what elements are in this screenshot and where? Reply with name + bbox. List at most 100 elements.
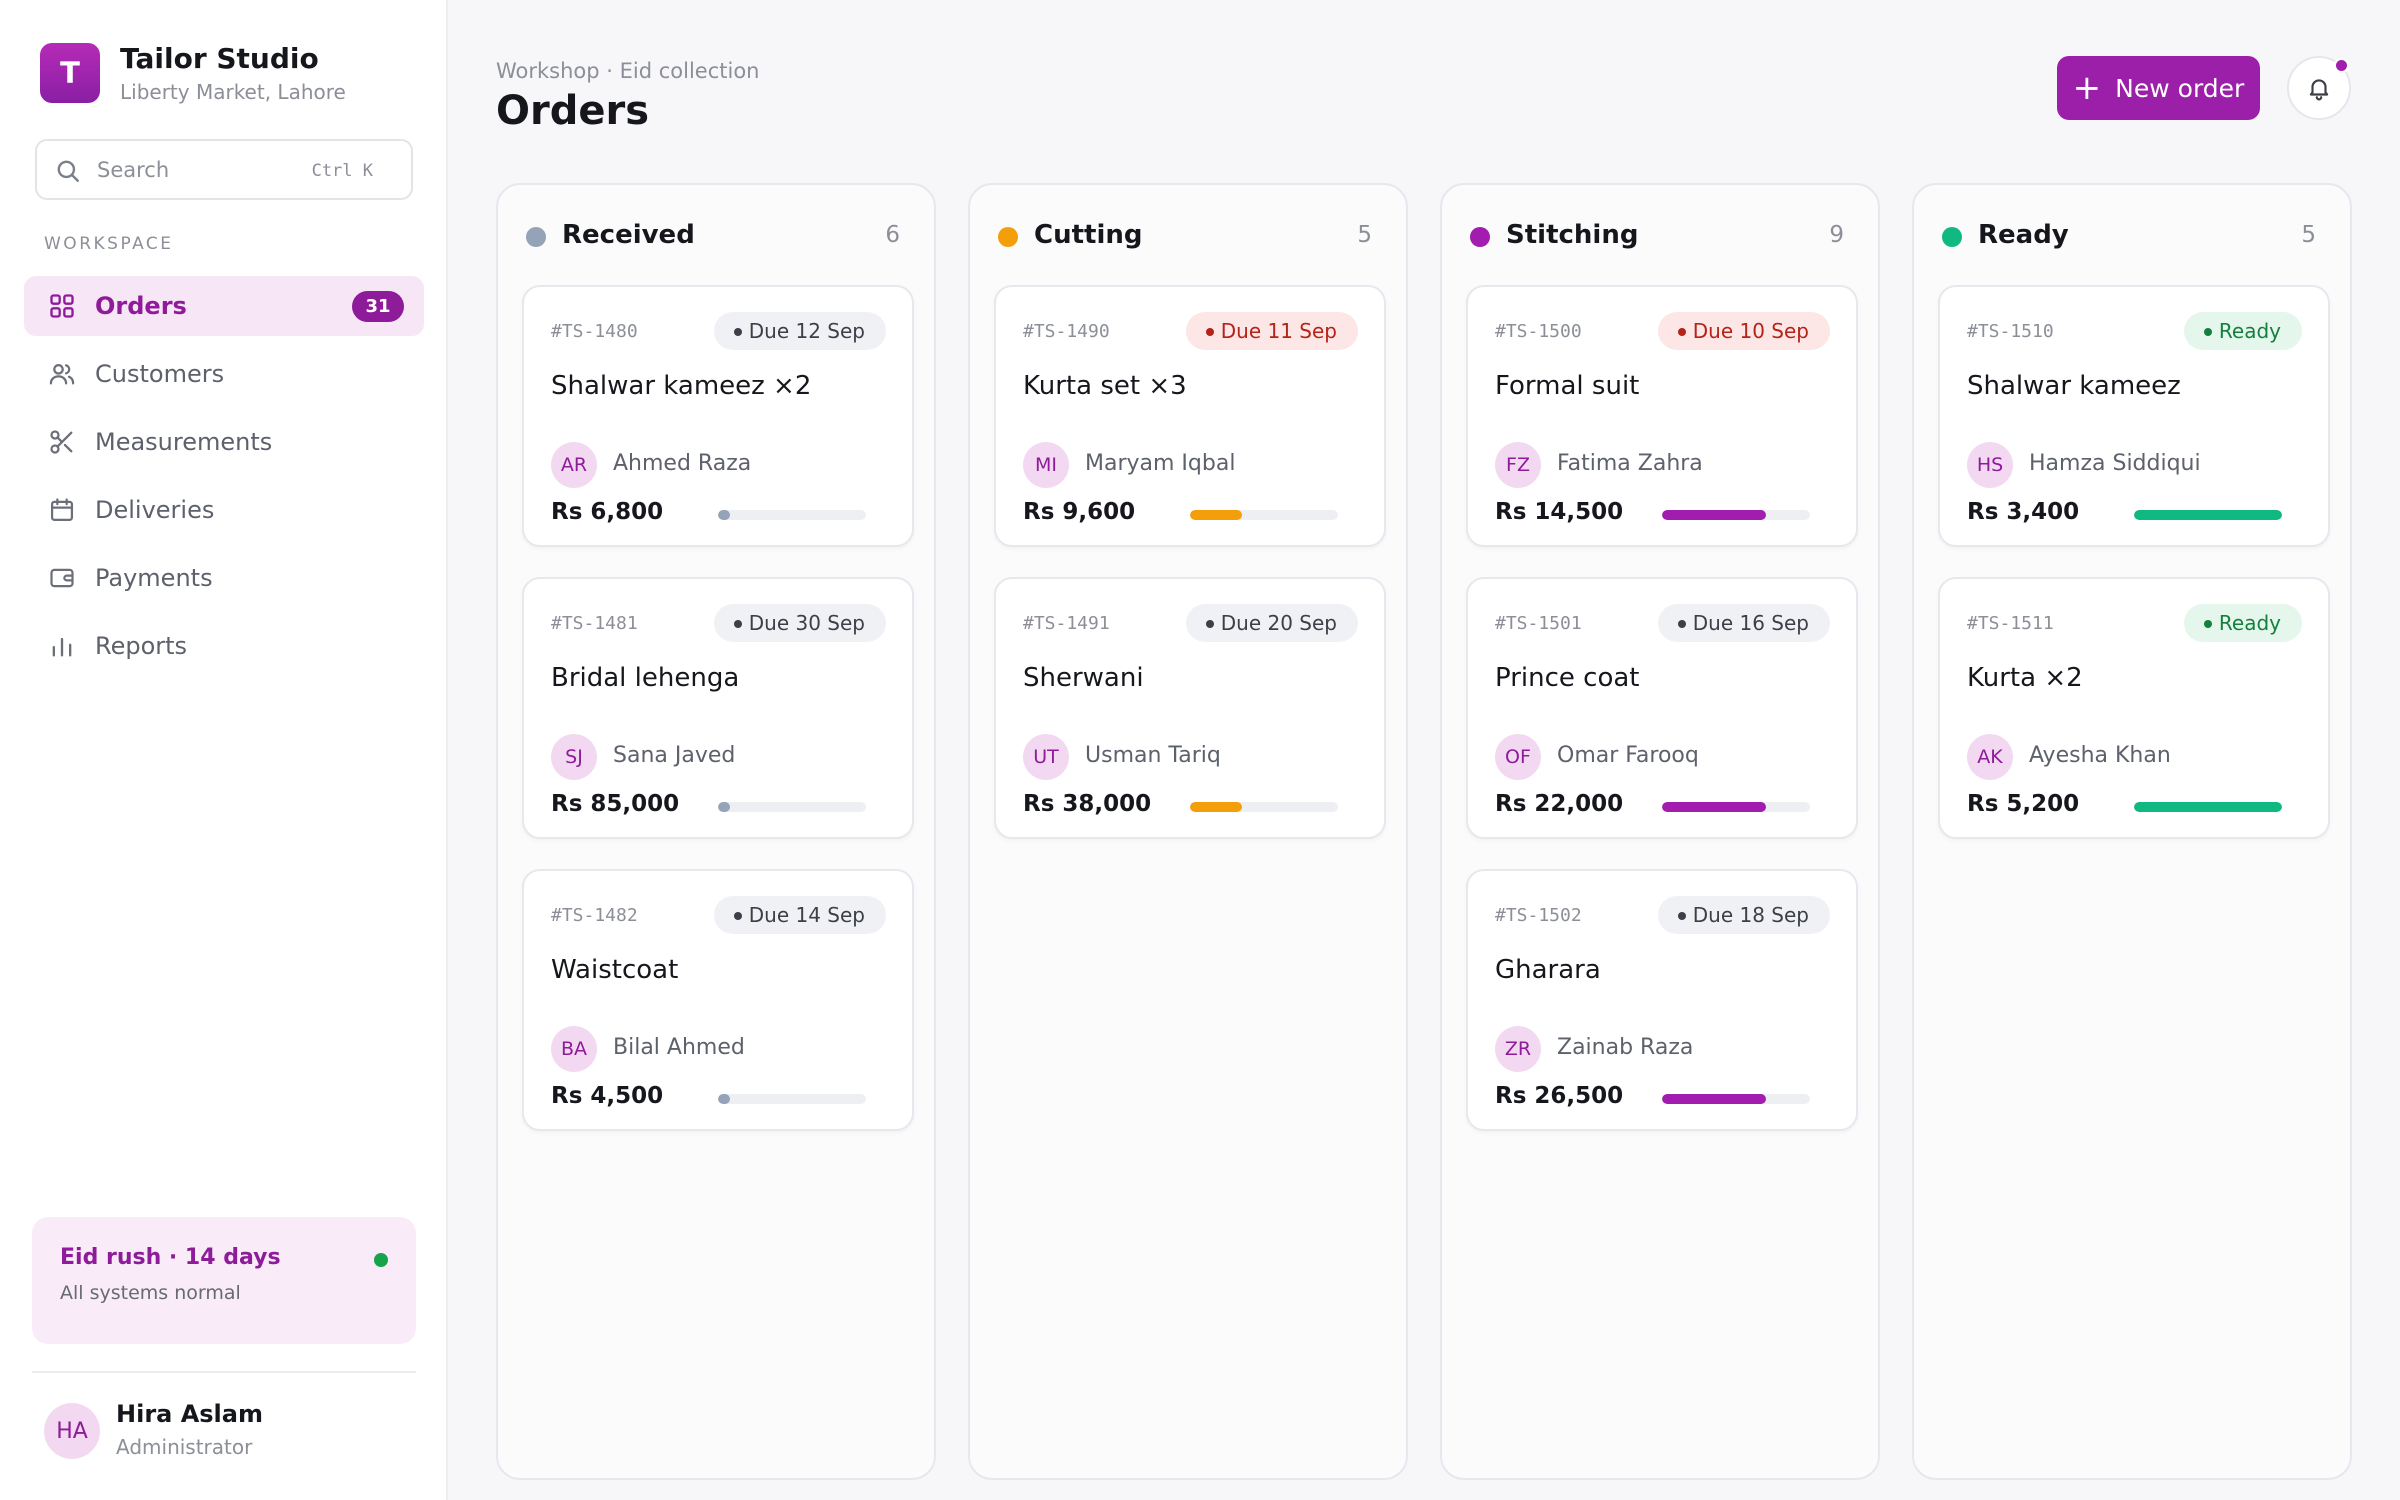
due-badge: Due 20 Sep: [1185, 604, 1358, 642]
order-id: #TS-1502: [1495, 905, 1582, 926]
sidebar: T Tailor Studio Liberty Market, Lahore S…: [0, 0, 448, 1500]
sidebar-item-customers[interactable]: Customers: [24, 344, 424, 404]
progress-bar: [1662, 510, 1810, 520]
order-price: Rs 9,600: [1023, 499, 1136, 525]
users-icon: [48, 360, 76, 388]
status-subtitle: All systems normal: [60, 1282, 241, 1304]
order-card[interactable]: #TS-1510 Ready Shalwar kameez HS Hamza Siddi…: [1938, 285, 2330, 547]
column-title: Cutting: [1034, 220, 1143, 250]
search-input[interactable]: Search Ctrl K: [35, 139, 413, 200]
order-title: Shalwar kameez ×2: [551, 371, 812, 401]
column-count: 6: [885, 222, 900, 248]
progress-bar: [718, 802, 866, 812]
order-price: Rs 5,200: [1967, 791, 2080, 817]
due-badge: Ready: [2183, 312, 2302, 350]
brand-name: Tailor Studio: [120, 42, 319, 75]
order-price: Rs 26,500: [1495, 1083, 1624, 1109]
customer-name: Zainab Raza: [1557, 1035, 1694, 1060]
sidebar-item-label: Reports: [95, 632, 188, 660]
customer-avatar: MI: [1023, 442, 1069, 488]
progress-bar: [2134, 510, 2282, 520]
order-id: #TS-1491: [1023, 613, 1110, 634]
column-count: 9: [1829, 222, 1844, 248]
order-title: Kurta ×2: [1967, 663, 2083, 693]
customer-name: Ahmed Raza: [613, 451, 752, 476]
due-badge: Ready: [2183, 604, 2302, 642]
page-title: Orders: [496, 88, 650, 134]
customer-name: Bilal Ahmed: [613, 1035, 745, 1060]
order-card[interactable]: #TS-1480 Due 12 Sep Shalwar kameez ×2 AR Ahm…: [522, 285, 914, 547]
progress-bar: [1662, 1094, 1810, 1104]
order-card[interactable]: #TS-1490 Due 11 Sep Kurta set ×3 MI Maryam I…: [994, 285, 1386, 547]
column-received: Received 6 #TS-1480 Due 12 Sep Shalwar kamee…: [496, 183, 936, 1480]
order-id: #TS-1481: [551, 613, 638, 634]
progress-bar: [718, 1094, 866, 1104]
customer-avatar: SJ: [551, 734, 597, 780]
customer-avatar: AR: [551, 442, 597, 488]
order-price: Rs 38,000: [1023, 791, 1152, 817]
wallet-icon: [48, 564, 76, 592]
sidebar-item-measurements[interactable]: Measurements: [24, 412, 424, 472]
sidebar-item-orders[interactable]: Orders 31: [24, 276, 424, 336]
status-card: Eid rush · 14 days All systems normal: [32, 1217, 416, 1344]
customer-name: Maryam Iqbal: [1085, 451, 1236, 476]
column-status-dot: [1942, 227, 1962, 247]
column-status-dot: [526, 227, 546, 247]
order-id: #TS-1511: [1967, 613, 2054, 634]
order-id: #TS-1482: [551, 905, 638, 926]
sidebar-item-label: Deliveries: [95, 496, 215, 524]
grid-icon: [48, 292, 76, 320]
order-card[interactable]: #TS-1500 Due 10 Sep Formal suit FZ Fatima Za…: [1466, 285, 1858, 547]
order-card[interactable]: #TS-1491 Due 20 Sep Sherwani UT Usman Tariq R…: [994, 577, 1386, 839]
progress-bar: [1190, 510, 1338, 520]
order-title: Kurta set ×3: [1023, 371, 1187, 401]
search-shortcut: Ctrl K: [311, 161, 373, 181]
user-avatar[interactable]: HA: [44, 1403, 100, 1459]
order-title: Prince coat: [1495, 663, 1640, 693]
search-placeholder: Search: [97, 158, 170, 182]
divider: [32, 1371, 416, 1373]
progress-fill: [718, 510, 730, 520]
due-badge: Due 14 Sep: [713, 896, 886, 934]
sidebar-item-reports[interactable]: Reports: [24, 616, 424, 676]
order-id: #TS-1490: [1023, 321, 1110, 342]
progress-fill: [718, 1094, 730, 1104]
orders-count-badge: 31: [352, 291, 404, 322]
new-order-button[interactable]: + New order: [2057, 56, 2260, 120]
order-title: Waistcoat: [551, 955, 679, 985]
sidebar-item-label: Orders: [95, 292, 187, 320]
order-price: Rs 14,500: [1495, 499, 1624, 525]
order-card[interactable]: #TS-1481 Due 30 Sep Bridal lehenga SJ Sana J…: [522, 577, 914, 839]
progress-fill: [1662, 1094, 1766, 1104]
plus-icon: +: [2072, 68, 2102, 108]
column-count: 5: [2301, 222, 2316, 248]
new-order-label: New order: [2115, 73, 2245, 103]
customer-avatar: OF: [1495, 734, 1541, 780]
progress-bar: [2134, 802, 2282, 812]
brand-location: Liberty Market, Lahore: [120, 80, 346, 104]
progress-bar: [1662, 802, 1810, 812]
order-card[interactable]: #TS-1502 Due 18 Sep Gharara ZR Zainab Raza Rs…: [1466, 869, 1858, 1131]
due-badge: Due 11 Sep: [1185, 312, 1358, 350]
due-badge: Due 18 Sep: [1657, 896, 1830, 934]
customer-name: Fatima Zahra: [1557, 451, 1703, 476]
order-id: #TS-1480: [551, 321, 638, 342]
status-indicator-dot: [374, 1253, 388, 1267]
order-price: Rs 3,400: [1967, 499, 2080, 525]
due-badge: Due 10 Sep: [1657, 312, 1830, 350]
sidebar-item-payments[interactable]: Payments: [24, 548, 424, 608]
due-badge: Due 30 Sep: [713, 604, 886, 642]
order-card[interactable]: #TS-1501 Due 16 Sep Prince coat OF Omar Faro…: [1466, 577, 1858, 839]
customer-name: Hamza Siddiqui: [2029, 451, 2201, 476]
brand-logo[interactable]: T: [40, 43, 100, 103]
order-id: #TS-1501: [1495, 613, 1582, 634]
user-name: Hira Aslam: [116, 1400, 263, 1428]
customer-name: Ayesha Khan: [2029, 743, 2171, 768]
sidebar-item-deliveries[interactable]: Deliveries: [24, 480, 424, 540]
order-card[interactable]: #TS-1482 Due 14 Sep Waistcoat BA Bilal Ahmed…: [522, 869, 914, 1131]
bar-chart-icon: [48, 632, 76, 660]
order-card[interactable]: #TS-1511 Ready Kurta ×2 AK Ayesha Khan Rs 5,2…: [1938, 577, 2330, 839]
user-role: Administrator: [116, 1435, 253, 1459]
progress-fill: [1662, 510, 1766, 520]
progress-fill: [2134, 802, 2282, 812]
